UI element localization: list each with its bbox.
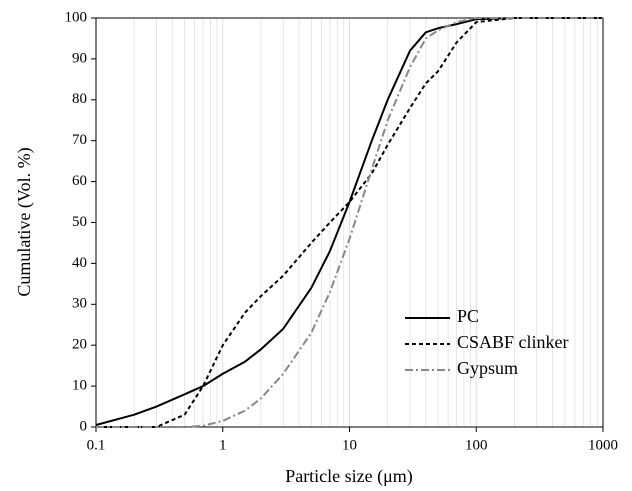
y-tick-label: 50 <box>72 214 87 230</box>
legend-label: CSABF clinker <box>457 332 569 352</box>
y-tick-label: 0 <box>80 418 88 434</box>
x-tick-label: 1000 <box>588 437 618 453</box>
y-tick-label: 70 <box>72 132 87 148</box>
y-tick-label: 60 <box>72 173 87 189</box>
y-tick-label: 100 <box>65 9 88 25</box>
legend-label: Gypsum <box>457 358 518 378</box>
plot-frame <box>95 17 604 428</box>
x-tick-label: 0.1 <box>87 437 106 453</box>
y-tick-label: 20 <box>72 337 87 353</box>
y-tick-label: 10 <box>72 378 87 394</box>
y-tick-label: 30 <box>72 296 87 312</box>
y-tick-label: 40 <box>72 255 87 271</box>
x-tick-label: 10 <box>342 437 357 453</box>
x-tick-label: 1 <box>219 437 227 453</box>
x-tick-label: 100 <box>465 437 488 453</box>
y-axis-label: Cumulative (Vol. %) <box>14 147 35 296</box>
series-line <box>96 17 603 428</box>
legend-label: PC <box>457 306 479 326</box>
y-tick-label: 80 <box>72 91 87 107</box>
x-axis-label: Particle size (μm) <box>285 466 413 487</box>
y-tick-label: 90 <box>72 50 87 66</box>
